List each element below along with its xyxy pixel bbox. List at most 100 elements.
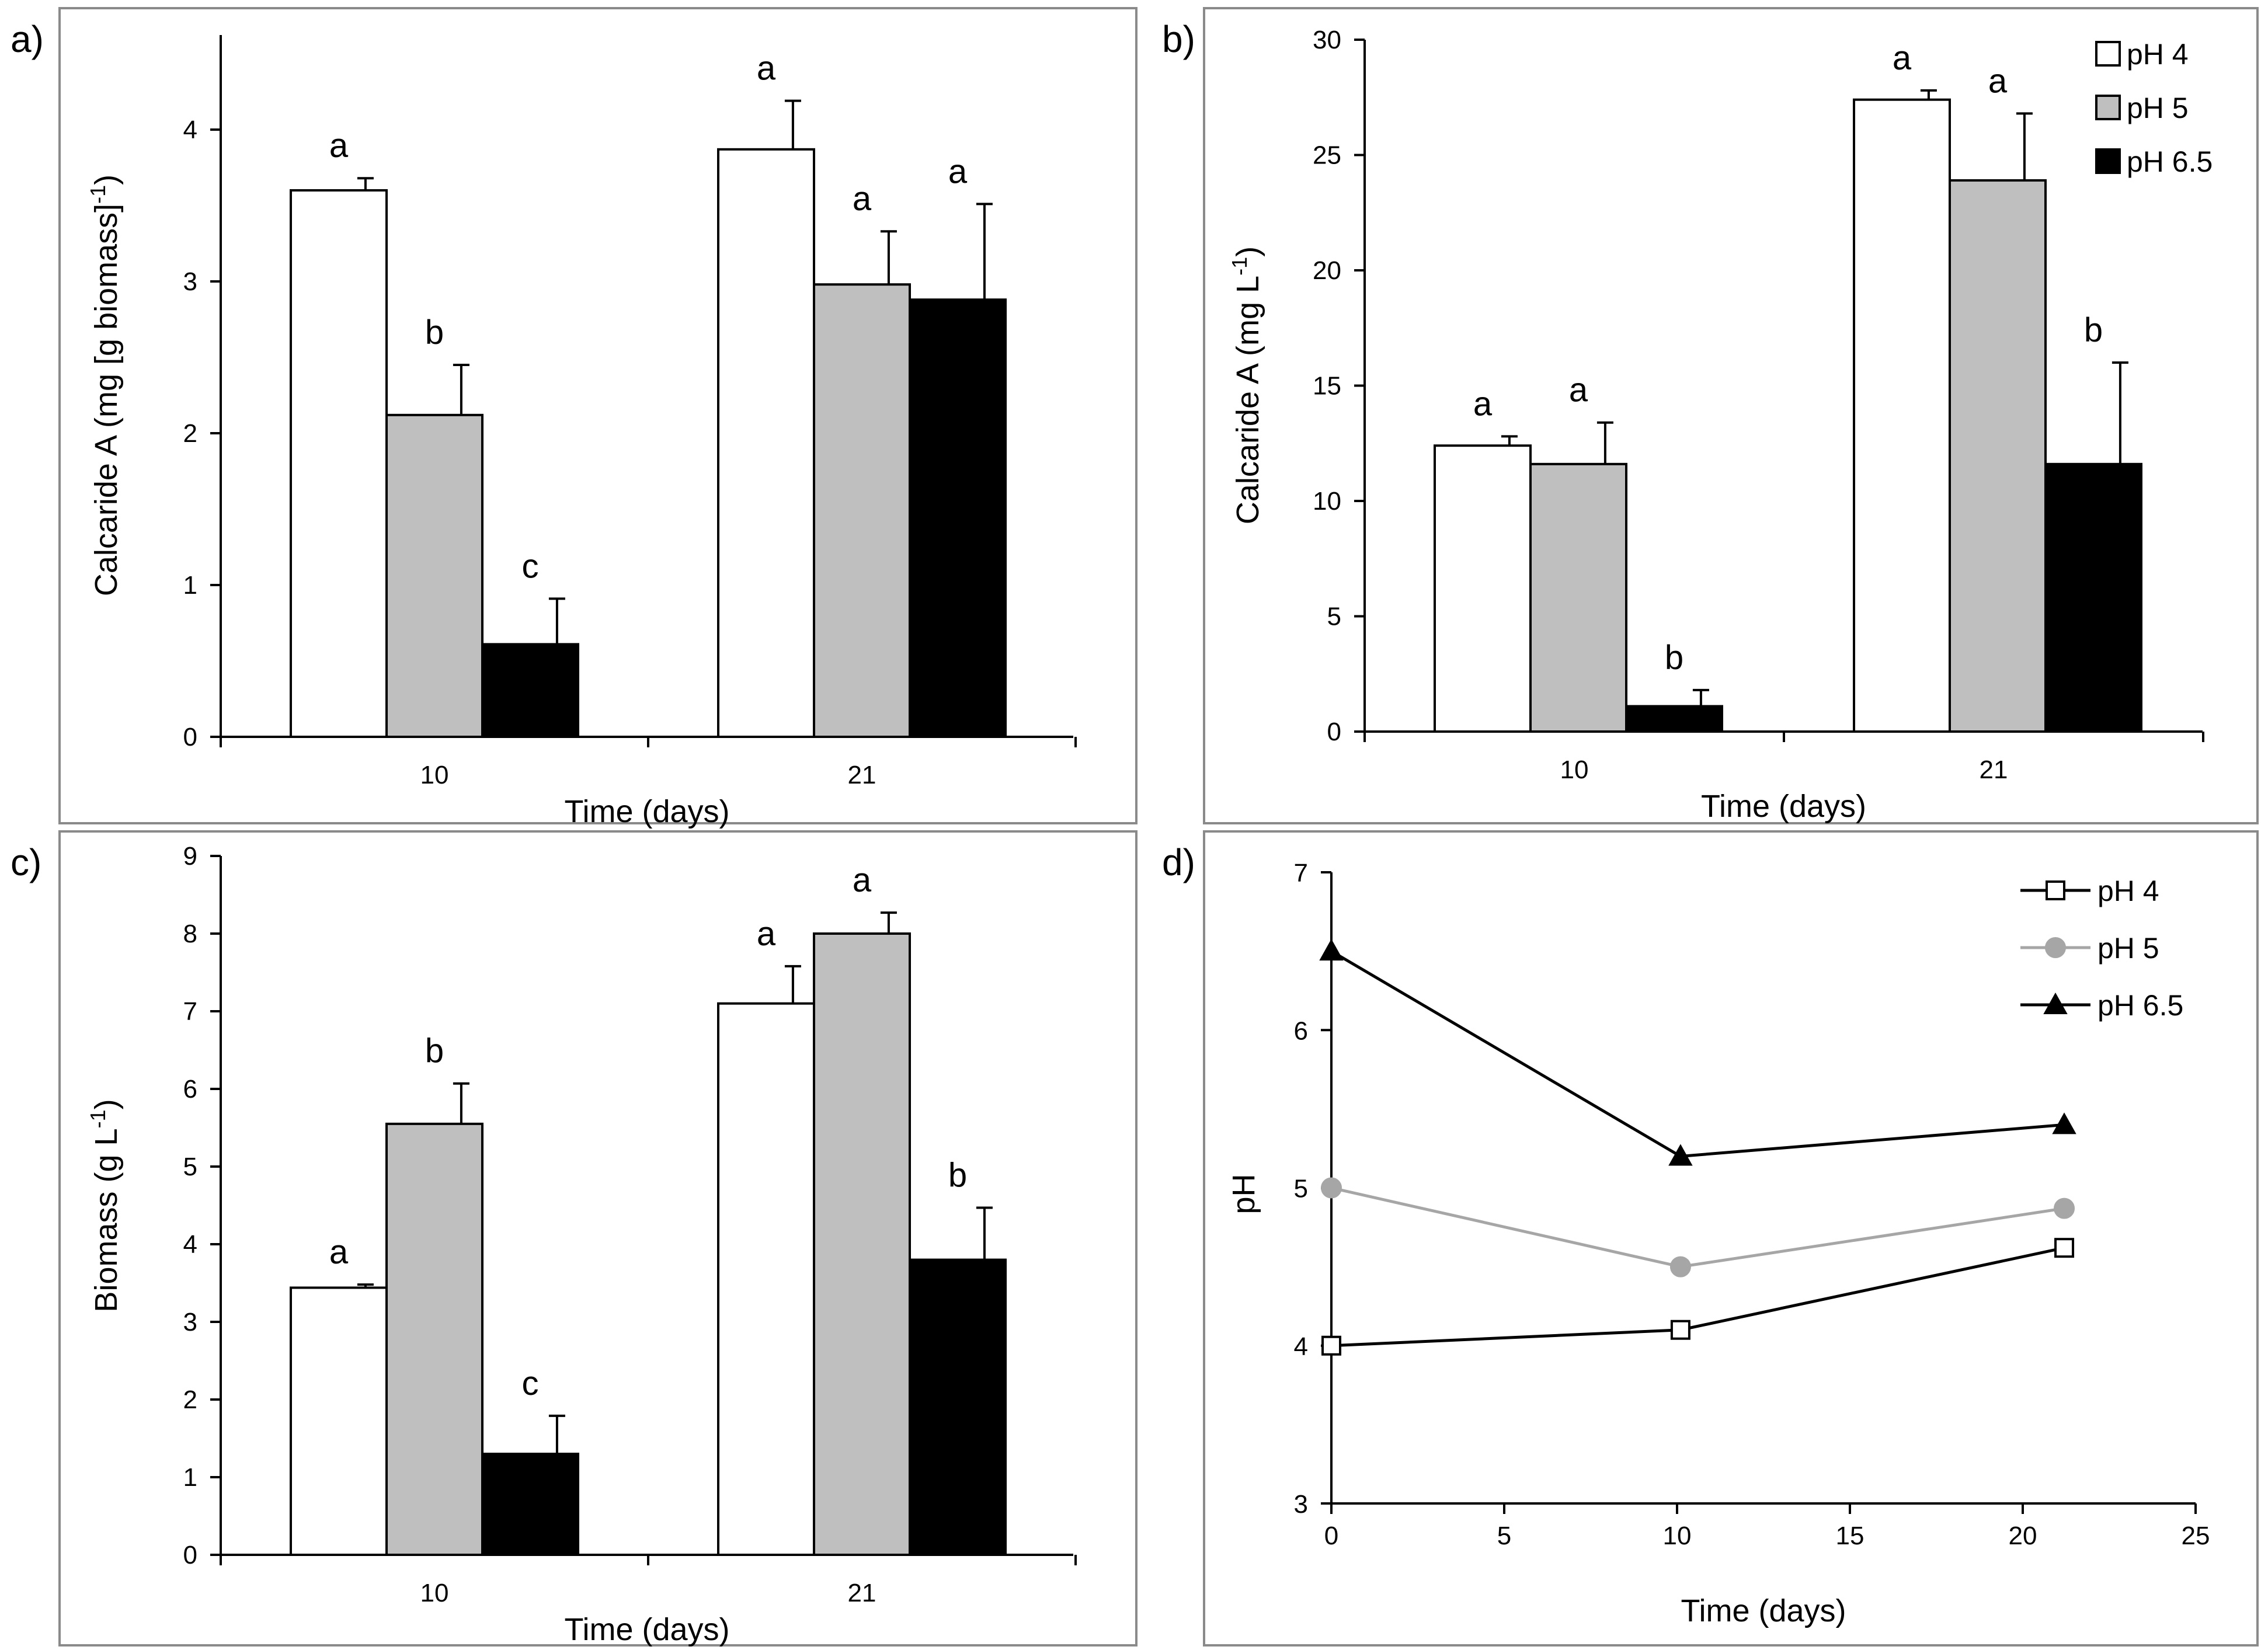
legend-swatch <box>2095 148 2121 174</box>
legend-label: pH 5 <box>2127 92 2189 124</box>
legend-marker <box>2045 937 2066 958</box>
x-tick-label: 5 <box>1497 1522 1511 1550</box>
y-tick-label: 30 <box>1313 26 1341 54</box>
x-axis-title: Time (days) <box>1681 1593 1846 1628</box>
y-tick-label: 1 <box>183 571 197 600</box>
x-tick-label: 10 <box>420 1579 449 1607</box>
point-pH5-21.2 <box>2054 1198 2075 1219</box>
significance-letter: b <box>425 314 444 351</box>
legend-marker <box>2046 880 2065 900</box>
significance-letter: c <box>522 1364 539 1402</box>
significance-letter: a <box>329 1233 349 1271</box>
x-tick-label: 21 <box>848 1579 876 1607</box>
significance-letter: a <box>1893 39 1912 77</box>
legend-swatch <box>2095 95 2121 120</box>
y-tick-label: 0 <box>183 1541 197 1569</box>
y-tick-label: 7 <box>183 997 197 1026</box>
legend-label: pH 5 <box>2097 932 2159 965</box>
y-tick-label: 5 <box>183 1153 197 1181</box>
bar-pH65-21 <box>909 298 1007 738</box>
panel-label-a: a) <box>11 18 44 60</box>
bar-pH4-10 <box>290 1286 388 1556</box>
y-tick-label: 9 <box>183 842 197 871</box>
bar-pH5-10 <box>1529 462 1627 733</box>
significance-letter: c <box>522 547 539 585</box>
x-tick-label: 21 <box>1980 756 2008 784</box>
bar-pH5-10 <box>385 413 483 738</box>
y-tick-label: 0 <box>1327 718 1341 746</box>
point-pH4-21.2 <box>2054 1238 2075 1258</box>
significance-letter: b <box>1665 639 1683 677</box>
x-tick-label: 10 <box>1663 1522 1692 1550</box>
bar-pH65-10 <box>481 1453 579 1557</box>
y-tick-label: 20 <box>1313 256 1341 285</box>
panel-label-c: c) <box>11 841 42 883</box>
y-axis-title: Calcaride A (mg [g biomass]-1) <box>86 175 124 596</box>
y-axis-title: Biomass (g L-1) <box>86 1099 124 1312</box>
point-pH5-0 <box>1321 1177 1342 1199</box>
y-tick-label: 5 <box>1327 603 1341 631</box>
panel-d-frame <box>1203 830 2259 1646</box>
bar-pH5-21 <box>813 932 911 1556</box>
point-pH65-0 <box>1319 939 1344 961</box>
y-tick-label: 4 <box>1294 1332 1308 1361</box>
point-pH4-0 <box>1321 1335 1341 1356</box>
series-line-pH65 <box>1330 949 2065 1158</box>
bar-chart-c: 0 1 2 3 4 5 6 7 8 9 10 21 a a b a c b Time (days) Biomass (… <box>86 842 1077 1647</box>
x-axis-title: Time (days) <box>564 794 729 829</box>
y-tick-label: 0 <box>183 723 197 751</box>
y-tick-label: 15 <box>1313 372 1341 401</box>
y-tick-label: 4 <box>183 1230 197 1259</box>
point-pH5-10.1 <box>1669 1256 1691 1277</box>
significance-letter: b <box>425 1032 444 1070</box>
bar-chart-a: 0 1 2 3 4 10 21 a a b a c a Time (days) Calcaride A (m… <box>86 35 1077 829</box>
point-pH65-21.2 <box>2052 1112 2076 1134</box>
significance-letter: a <box>757 50 776 88</box>
x-tick-label: 20 <box>2009 1522 2037 1550</box>
legend-label: pH 6.5 <box>2127 145 2213 178</box>
y-axis-title: Calcaride A (mg L-1) <box>1227 246 1266 524</box>
bar-pH5-21 <box>1949 179 2047 733</box>
y-axis-title: pH <box>1226 1174 1261 1214</box>
y-tick-label: 1 <box>183 1463 197 1492</box>
legend-swatch <box>2095 41 2121 67</box>
legend-label: pH 4 <box>2097 875 2159 907</box>
significance-letter: a <box>853 861 872 899</box>
significance-letter: b <box>2084 311 2103 349</box>
significance-letter: a <box>948 152 968 190</box>
bar-pH65-21 <box>909 1258 1007 1557</box>
bar-pH4-10 <box>1434 444 1532 733</box>
y-tick-label: 10 <box>1313 487 1341 516</box>
panel-label-b: b) <box>1162 18 1195 60</box>
legend-label: pH 6.5 <box>2097 989 2183 1022</box>
x-tick-label: 21 <box>848 761 876 789</box>
bar-pH65-10 <box>1625 705 1723 733</box>
bar-pH65-10 <box>481 643 579 739</box>
x-tick-label: 10 <box>1560 756 1589 784</box>
y-tick-label: 7 <box>1294 859 1308 887</box>
y-tick-label: 3 <box>183 1308 197 1336</box>
bar-pH65-21 <box>2044 462 2142 733</box>
bar-pH4-21 <box>717 1002 815 1556</box>
y-tick-label: 3 <box>183 267 197 296</box>
significance-letter: a <box>1988 62 2008 100</box>
y-tick-label: 3 <box>1294 1490 1308 1519</box>
significance-letter: a <box>757 915 776 953</box>
y-tick-label: 6 <box>1294 1017 1308 1045</box>
bar-pH5-21 <box>813 283 911 738</box>
y-tick-label: 5 <box>1294 1175 1308 1203</box>
line-chart-d: 3 4 5 6 7 0 5 10 15 20 25 Time (days) pH pH 4 pH 5 pH 6… <box>1226 859 2210 1628</box>
bar-pH5-10 <box>385 1122 483 1556</box>
legend-label: pH 4 <box>2127 38 2189 71</box>
bar-pH4-21 <box>1853 98 1951 733</box>
y-tick-label: 6 <box>183 1075 197 1104</box>
panel-label-d: d) <box>1162 841 1195 883</box>
bar-pH4-21 <box>717 148 815 739</box>
y-tick-label: 2 <box>183 419 197 448</box>
y-tick-label: 4 <box>183 116 197 144</box>
x-tick-label: 10 <box>420 761 449 789</box>
point-pH65-10.1 <box>1668 1144 1693 1166</box>
point-pH4-10.1 <box>1670 1320 1690 1340</box>
significance-letter: a <box>1569 371 1588 409</box>
